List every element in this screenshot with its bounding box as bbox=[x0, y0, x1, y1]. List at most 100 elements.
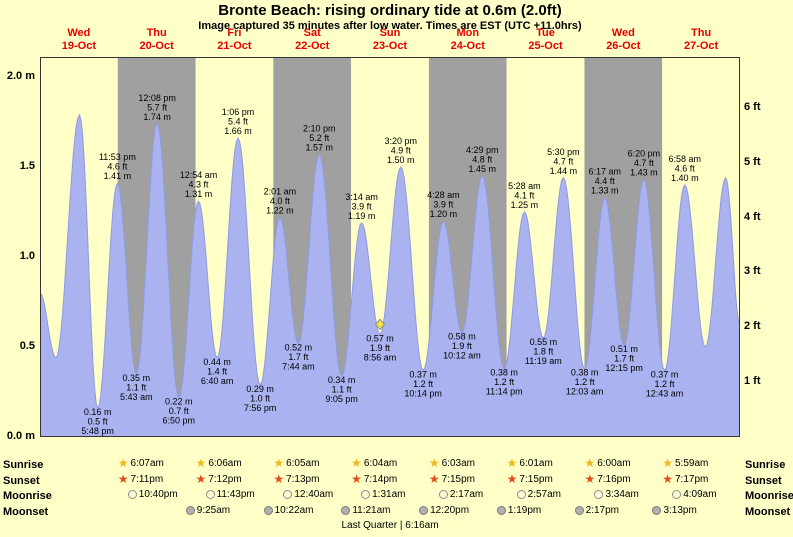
astro-time: 7:12pm bbox=[208, 473, 242, 485]
astro-time: 10:40pm bbox=[138, 489, 178, 500]
day-header: Sun 23-Oct bbox=[351, 27, 429, 53]
high-tide-annotation: 1.41 m bbox=[104, 171, 132, 181]
high-tide-annotation: 1.19 m bbox=[348, 211, 376, 221]
high-tide-annotation: 4.8 ft bbox=[472, 155, 493, 165]
high-tide-annotation: 3.9 ft bbox=[433, 200, 454, 210]
day-name: Tue bbox=[536, 27, 555, 39]
page-subtitle: Image captured 35 minutes after low wate… bbox=[198, 20, 582, 32]
low-tide-annotation: 0.34 m bbox=[328, 375, 356, 385]
high-tide-annotation: 4.3 ft bbox=[188, 180, 209, 190]
astro-row-label-right: Sunset bbox=[745, 474, 782, 487]
day-name: Thu bbox=[691, 27, 712, 39]
sunset-entry: ★ 7:11pm bbox=[118, 473, 163, 485]
moonset-icon bbox=[185, 505, 195, 515]
moonrise-entry: 11:43pm bbox=[205, 489, 255, 500]
astro-time: 4:09am bbox=[683, 489, 717, 500]
moonset-icon bbox=[496, 505, 506, 515]
low-tide-annotation: 8:56 am bbox=[364, 352, 397, 362]
sunset-entry: ★ 7:16pm bbox=[584, 473, 631, 485]
astro-time: 7:16pm bbox=[597, 473, 631, 485]
low-tide-annotation: 9:05 pm bbox=[325, 394, 358, 404]
high-tide-annotation: 1.20 m bbox=[430, 209, 458, 219]
sunrise-entry: ★ 6:05am bbox=[273, 457, 320, 469]
moonset-entry: 11:21am bbox=[341, 505, 391, 516]
sunset-entry: ★ 7:15pm bbox=[507, 473, 553, 485]
day-header: Thu 20-Oct bbox=[118, 27, 196, 53]
y-axis-feet-label: 3 ft bbox=[744, 265, 761, 278]
low-tide-annotation: 11:14 pm bbox=[486, 387, 523, 397]
moonset-icon bbox=[263, 505, 273, 515]
day-date: 20-Oct bbox=[139, 40, 174, 52]
astro-time: 5:59am bbox=[674, 458, 709, 469]
low-tide-annotation: 0.7 ft bbox=[169, 406, 190, 416]
moonrise-entry: 3:34am bbox=[594, 489, 639, 500]
sunrise-entry: ★ 6:07am bbox=[118, 457, 164, 469]
astro-time: 6:03am bbox=[441, 458, 475, 469]
astro-time: 12:40am bbox=[294, 489, 334, 500]
moonset-icon bbox=[419, 505, 429, 515]
low-tide-annotation: 1.2 ft bbox=[494, 377, 515, 387]
astro-time: 6:07am bbox=[130, 458, 164, 469]
day-name: Mon bbox=[456, 27, 480, 39]
astro-time: 6:05am bbox=[286, 458, 320, 469]
moonrise-icon bbox=[672, 490, 682, 499]
low-tide-annotation: 0.51 m bbox=[610, 344, 638, 354]
low-tide-annotation: 1.1 ft bbox=[126, 383, 147, 393]
low-tide-annotation: 1.1 ft bbox=[332, 384, 353, 394]
low-tide-annotation: 0.16 m bbox=[84, 407, 112, 417]
low-tide-annotation: 0.52 m bbox=[285, 342, 313, 352]
y-axis-feet-label: 5 ft bbox=[744, 155, 761, 168]
low-tide-annotation: 1.7 ft bbox=[288, 352, 309, 362]
astro-row-label-left: Sunset bbox=[3, 474, 40, 487]
sunset-icon: ★ bbox=[273, 471, 285, 486]
high-tide-annotation: 1.40 m bbox=[671, 173, 699, 183]
low-tide-annotation: 1.9 ft bbox=[452, 341, 473, 351]
sunrise-entry: ★ 6:01am bbox=[507, 457, 553, 469]
moonrise-icon bbox=[283, 490, 293, 499]
low-tide-annotation: 12:03 am bbox=[566, 387, 604, 397]
high-tide-annotation: 1.44 m bbox=[550, 166, 578, 176]
y-axis-meters-label: 0.5 bbox=[19, 340, 35, 352]
high-tide-annotation: 1.31 m bbox=[185, 189, 213, 199]
high-tide-annotation: 4.1 ft bbox=[514, 191, 535, 201]
low-tide-annotation: 10:14 pm bbox=[404, 388, 442, 398]
sunset-icon: ★ bbox=[428, 471, 440, 486]
high-tide-annotation: 6:58 am bbox=[669, 154, 702, 164]
sunset-entry: ★ 7:13pm bbox=[273, 471, 319, 486]
high-tide-annotation: 3.9 ft bbox=[352, 201, 373, 211]
sunrise-entry: ★ 6:04am bbox=[351, 457, 398, 469]
low-tide-annotation: 6:50 pm bbox=[163, 415, 196, 425]
day-name: Thu bbox=[146, 27, 167, 39]
sunset-entry: ★ 7:12pm bbox=[195, 471, 242, 486]
astro-time: 2:17pm bbox=[585, 504, 620, 516]
low-tide-annotation: 1.2 ft bbox=[413, 379, 434, 389]
high-tide-annotation: 1.43 m bbox=[630, 168, 658, 178]
astro-row-label-right: Sunrise bbox=[745, 459, 786, 471]
moonset-entry: 12:20pm bbox=[419, 505, 469, 516]
astro-time: 6:04am bbox=[363, 458, 398, 469]
astro-row-label-left: Moonset bbox=[3, 505, 49, 518]
low-tide-annotation: 0.35 m bbox=[123, 373, 151, 383]
high-tide-annotation: 4.4 ft bbox=[595, 176, 616, 186]
sunset-icon: ★ bbox=[351, 471, 362, 486]
high-tide-annotation: 3:14 am bbox=[345, 192, 378, 202]
high-tide-annotation: 12:54 am bbox=[180, 170, 218, 180]
high-tide-annotation: 4.7 ft bbox=[634, 158, 655, 168]
astro-time: 1:19pm bbox=[507, 504, 542, 516]
moonset-icon bbox=[341, 505, 351, 515]
astro-time: 6:01am bbox=[519, 458, 553, 469]
sunset-entry: ★ 7:17pm bbox=[662, 473, 708, 485]
moonrise-icon bbox=[361, 490, 371, 499]
high-tide-annotation: 4.6 ft bbox=[675, 164, 696, 174]
astro-row-label-right: Moonrise bbox=[745, 490, 793, 502]
page-title: Bronte Beach: rising ordinary tide at 0.… bbox=[218, 2, 562, 19]
low-tide-annotation: 0.5 ft bbox=[88, 417, 109, 427]
astro-row-label-right: Moonset bbox=[745, 505, 791, 518]
high-tide-annotation: 5.4 ft bbox=[228, 117, 249, 127]
low-tide-annotation: 0.44 m bbox=[203, 357, 231, 367]
moonrise-icon bbox=[127, 490, 137, 499]
high-tide-annotation: 12:08 pm bbox=[138, 93, 176, 103]
sunset-icon: ★ bbox=[195, 471, 207, 486]
y-axis-meters-label: 2.0 m bbox=[6, 70, 35, 82]
